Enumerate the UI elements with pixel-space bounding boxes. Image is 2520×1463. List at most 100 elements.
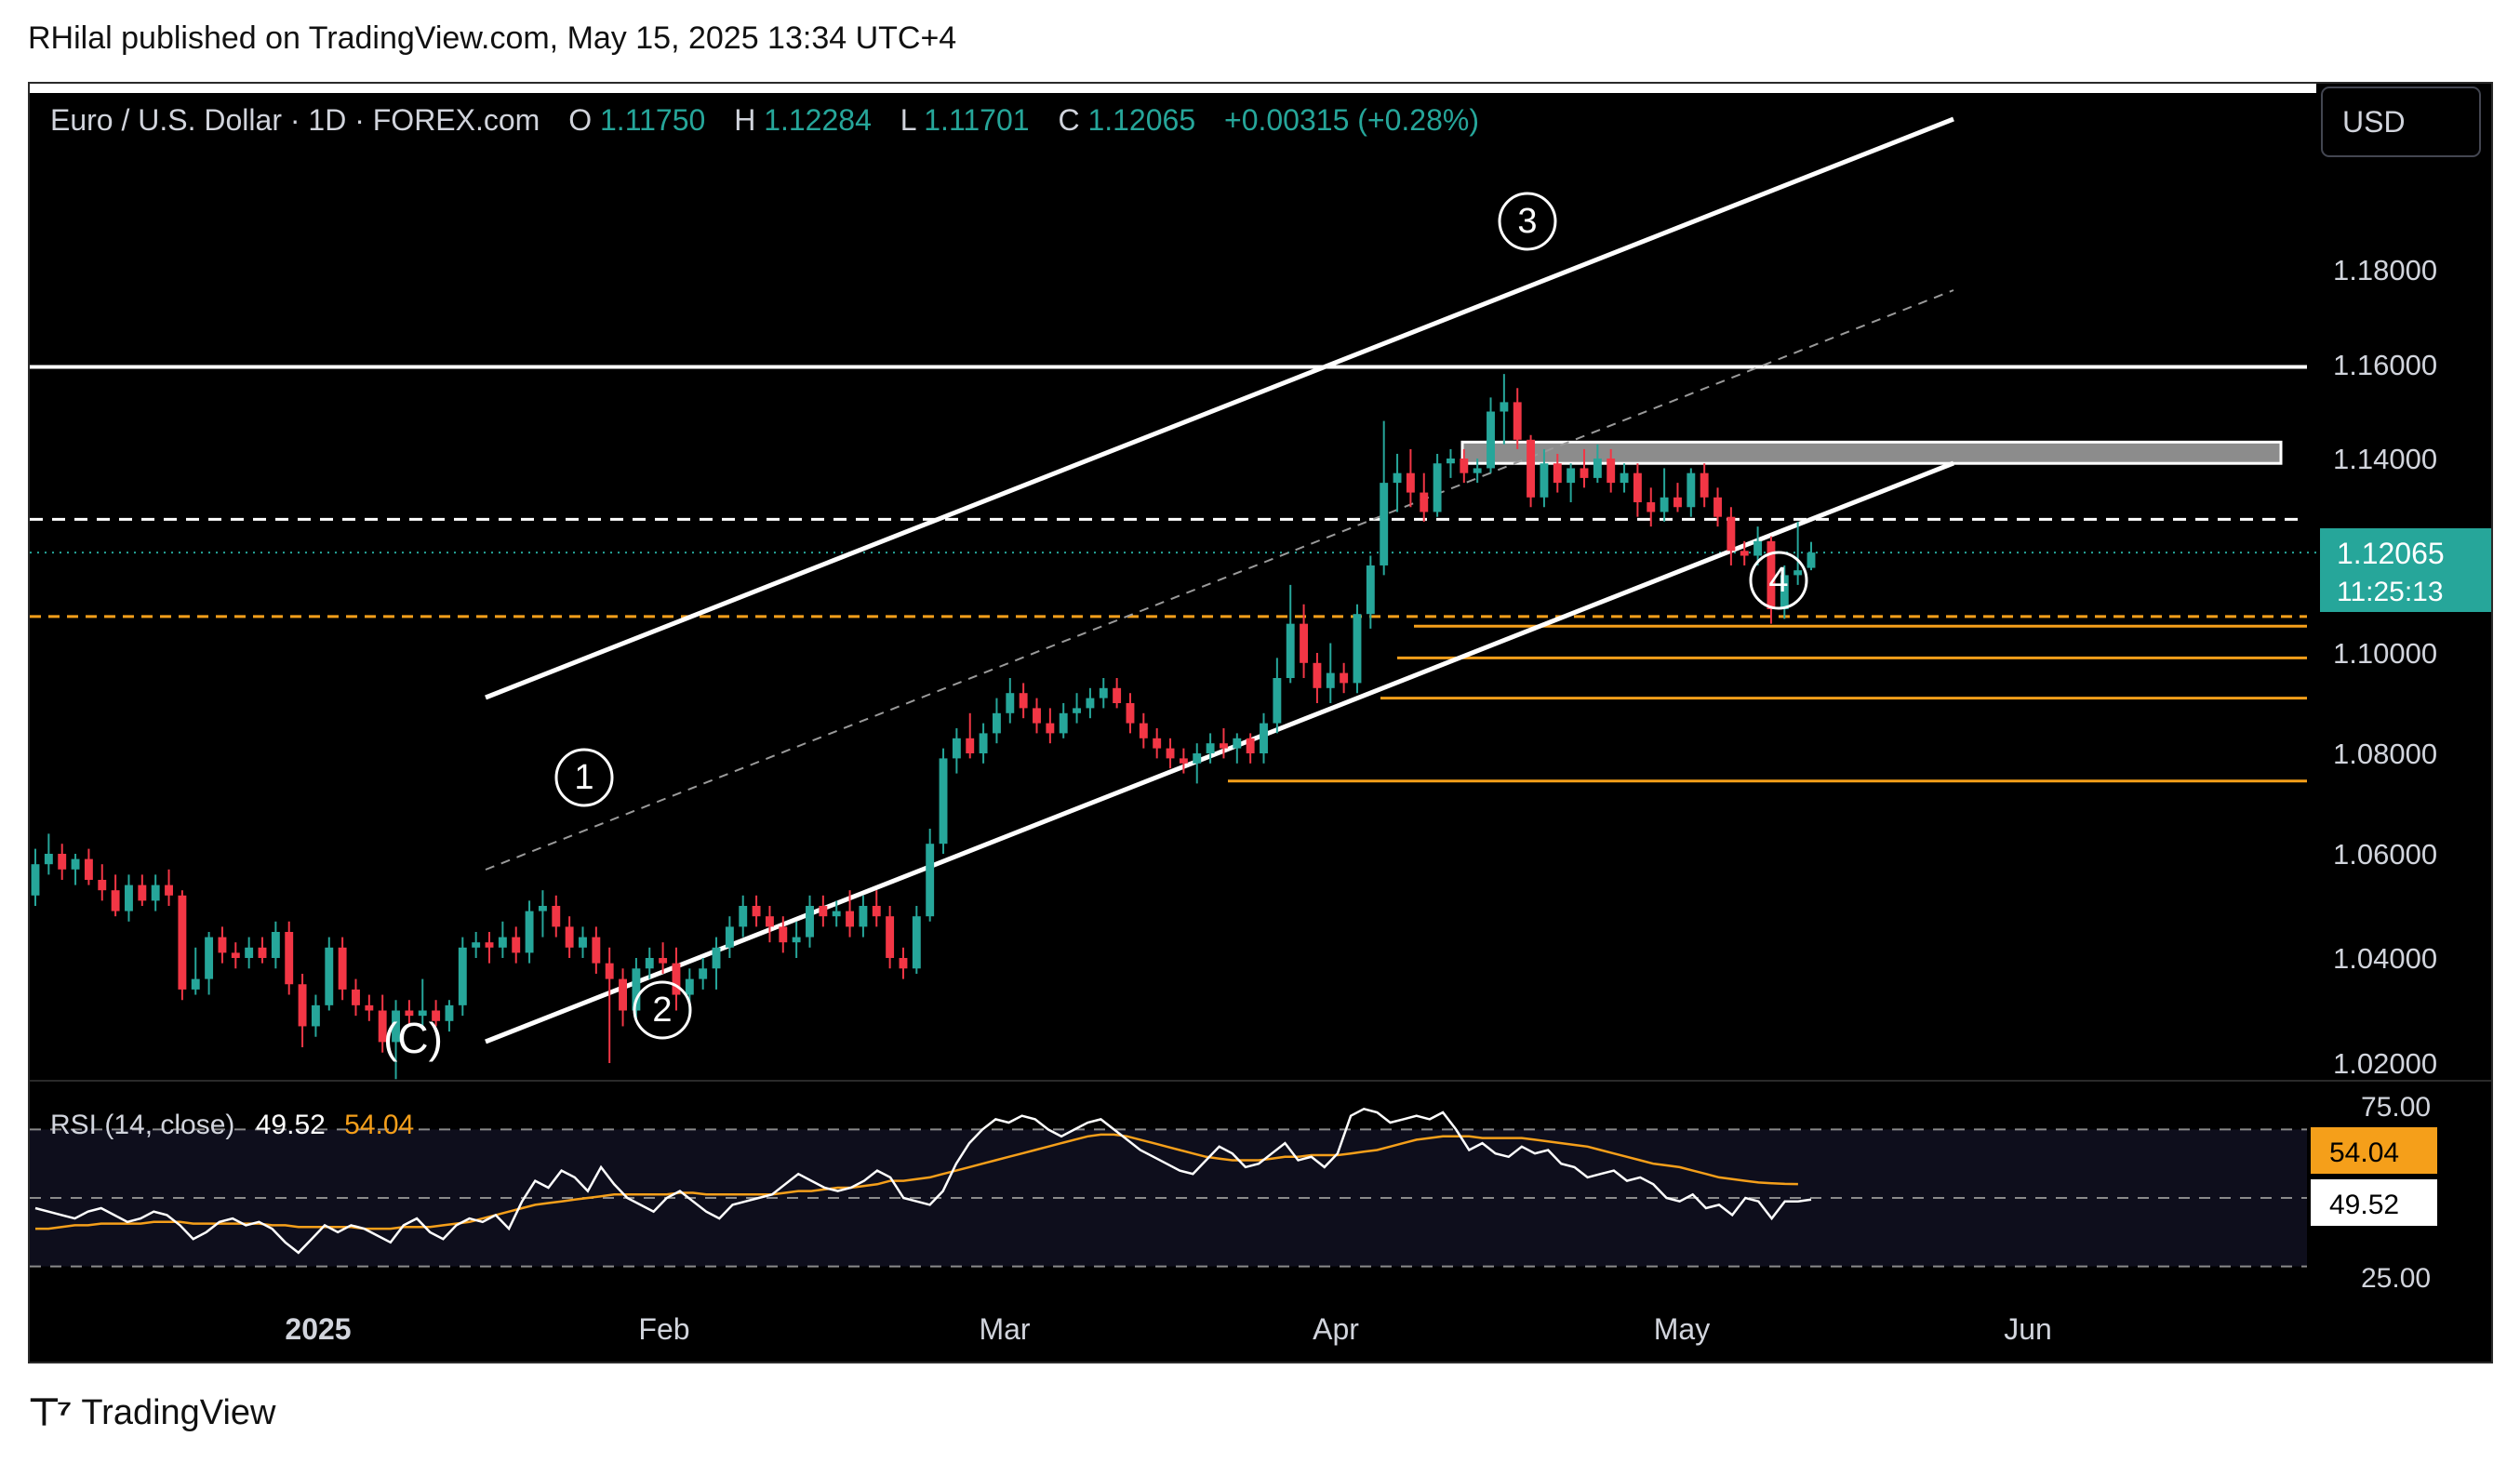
- candle-body: [1780, 575, 1789, 609]
- legend-c-label: C: [1058, 103, 1079, 137]
- rsi-ma-value: 54.04: [344, 1110, 414, 1140]
- candle-body: [165, 884, 173, 896]
- candle-body: [1300, 623, 1309, 663]
- legend-c-value: 1.12065: [1087, 103, 1195, 137]
- candle-body: [271, 932, 280, 958]
- candle-body: [912, 916, 921, 969]
- wave-label: 2: [652, 991, 672, 1030]
- candle-body: [1073, 708, 1082, 713]
- price-axis: 1.18000 1.16000 1.14000 1.10000 1.08000 1.060…: [2333, 254, 2437, 1165]
- candle-body: [899, 958, 908, 969]
- candle-body: [1286, 623, 1295, 678]
- candle-body: [432, 1010, 441, 1021]
- channel-layer: [485, 116, 1954, 1044]
- last-price-countdown: 11:25:13: [2337, 577, 2444, 607]
- candle-body: [1046, 723, 1055, 734]
- candle-body: [285, 932, 294, 985]
- candle-body: [205, 937, 214, 979]
- candle-body: [1206, 743, 1215, 753]
- price-tick: 1.10000: [2333, 637, 2437, 670]
- top-bar: [30, 84, 2316, 93]
- candle-body: [699, 968, 708, 979]
- candle-body: [538, 906, 547, 911]
- candle-body: [659, 958, 668, 964]
- wave-circle: [1749, 551, 1808, 610]
- rsi-tick-75: 75.00: [2361, 1092, 2431, 1123]
- candle-body: [565, 926, 574, 948]
- candle-body: [605, 963, 614, 979]
- chart-svg[interactable]: Euro / U.S. Dollar · 1D · FOREX.com O 1.…: [30, 84, 2491, 1362]
- channel-midline: [485, 289, 1954, 871]
- wave-circle: [633, 980, 692, 1040]
- price-tick: 1.04000: [2333, 942, 2437, 975]
- resistance-zone: [1460, 440, 2283, 465]
- rsi-band: [30, 1129, 2307, 1267]
- candle-body: [1527, 439, 1536, 498]
- candle-body: [1473, 468, 1482, 473]
- candle-body: [1767, 540, 1776, 609]
- wave-label: 4: [1768, 561, 1788, 600]
- candle-body: [1553, 463, 1562, 484]
- candle-body: [1433, 463, 1442, 512]
- price-tick: 1.16000: [2333, 349, 2437, 381]
- candle-body: [1500, 402, 1509, 412]
- candle-body: [619, 978, 627, 1011]
- candle-body: [191, 978, 200, 990]
- wave-label: (C): [383, 1014, 443, 1062]
- candle-body: [392, 1010, 400, 1043]
- upper-channel-line: [485, 116, 1954, 700]
- candle-body: [1793, 570, 1803, 576]
- chart-frame[interactable]: Euro / U.S. Dollar · 1D · FOREX.com O 1.…: [28, 82, 2493, 1363]
- candle-body: [1420, 492, 1429, 512]
- candle-body: [1647, 502, 1656, 512]
- candle-body: [44, 854, 53, 865]
- candle-body: [138, 884, 147, 901]
- candle-body: [1580, 468, 1589, 478]
- candle-body: [872, 906, 881, 917]
- candle-body: [939, 758, 948, 845]
- candle-body: [31, 864, 40, 896]
- candle-body: [458, 947, 467, 1005]
- candle-body: [712, 947, 721, 969]
- candle-body: [1753, 540, 1763, 556]
- candle-body: [1607, 459, 1616, 484]
- candle-body: [365, 1004, 374, 1011]
- candle-body: [1673, 497, 1682, 508]
- candle-body: [405, 1010, 414, 1017]
- price-tick: 1.02000: [2333, 1047, 2437, 1080]
- candle-body: [1086, 698, 1095, 709]
- rsi-value: 49.52: [256, 1110, 326, 1140]
- price-tick: 1.08000: [2333, 738, 2437, 770]
- candle-body: [445, 1004, 454, 1021]
- candle-body: [846, 911, 855, 927]
- candle-body: [1220, 743, 1228, 749]
- candle-body: [1660, 497, 1669, 512]
- candle-body: [125, 884, 133, 911]
- wave-label: 3: [1517, 202, 1537, 241]
- rsi-value-label: 49.52: [2311, 1179, 2437, 1226]
- candle-body: [1633, 472, 1642, 503]
- candle-body: [739, 906, 748, 927]
- legend-symbol: Euro / U.S. Dollar · 1D · FOREX.com: [50, 103, 540, 137]
- rsi-ma-label: 54.04: [2311, 1127, 2437, 1174]
- candle-body: [1233, 738, 1242, 749]
- candle-body: [58, 854, 67, 870]
- legend-l-label: L: [900, 103, 916, 137]
- candle-body: [979, 733, 988, 753]
- candle-body: [1113, 687, 1122, 703]
- currency-button[interactable]: USD: [2321, 86, 2481, 157]
- candle-body: [71, 858, 80, 870]
- candle-body: [1273, 678, 1282, 724]
- candle-body: [926, 844, 935, 917]
- candle-body: [1447, 459, 1455, 464]
- candle-body: [1166, 748, 1175, 759]
- legend-h-label: H: [734, 103, 755, 137]
- candle-body: [311, 1004, 320, 1027]
- candle-body: [1033, 708, 1041, 724]
- candle-body: [779, 926, 788, 943]
- candle-body: [525, 911, 534, 953]
- candle-body: [579, 937, 587, 948]
- candle-body: [338, 947, 347, 990]
- candle-body: [98, 880, 107, 891]
- candle-body: [352, 989, 360, 1005]
